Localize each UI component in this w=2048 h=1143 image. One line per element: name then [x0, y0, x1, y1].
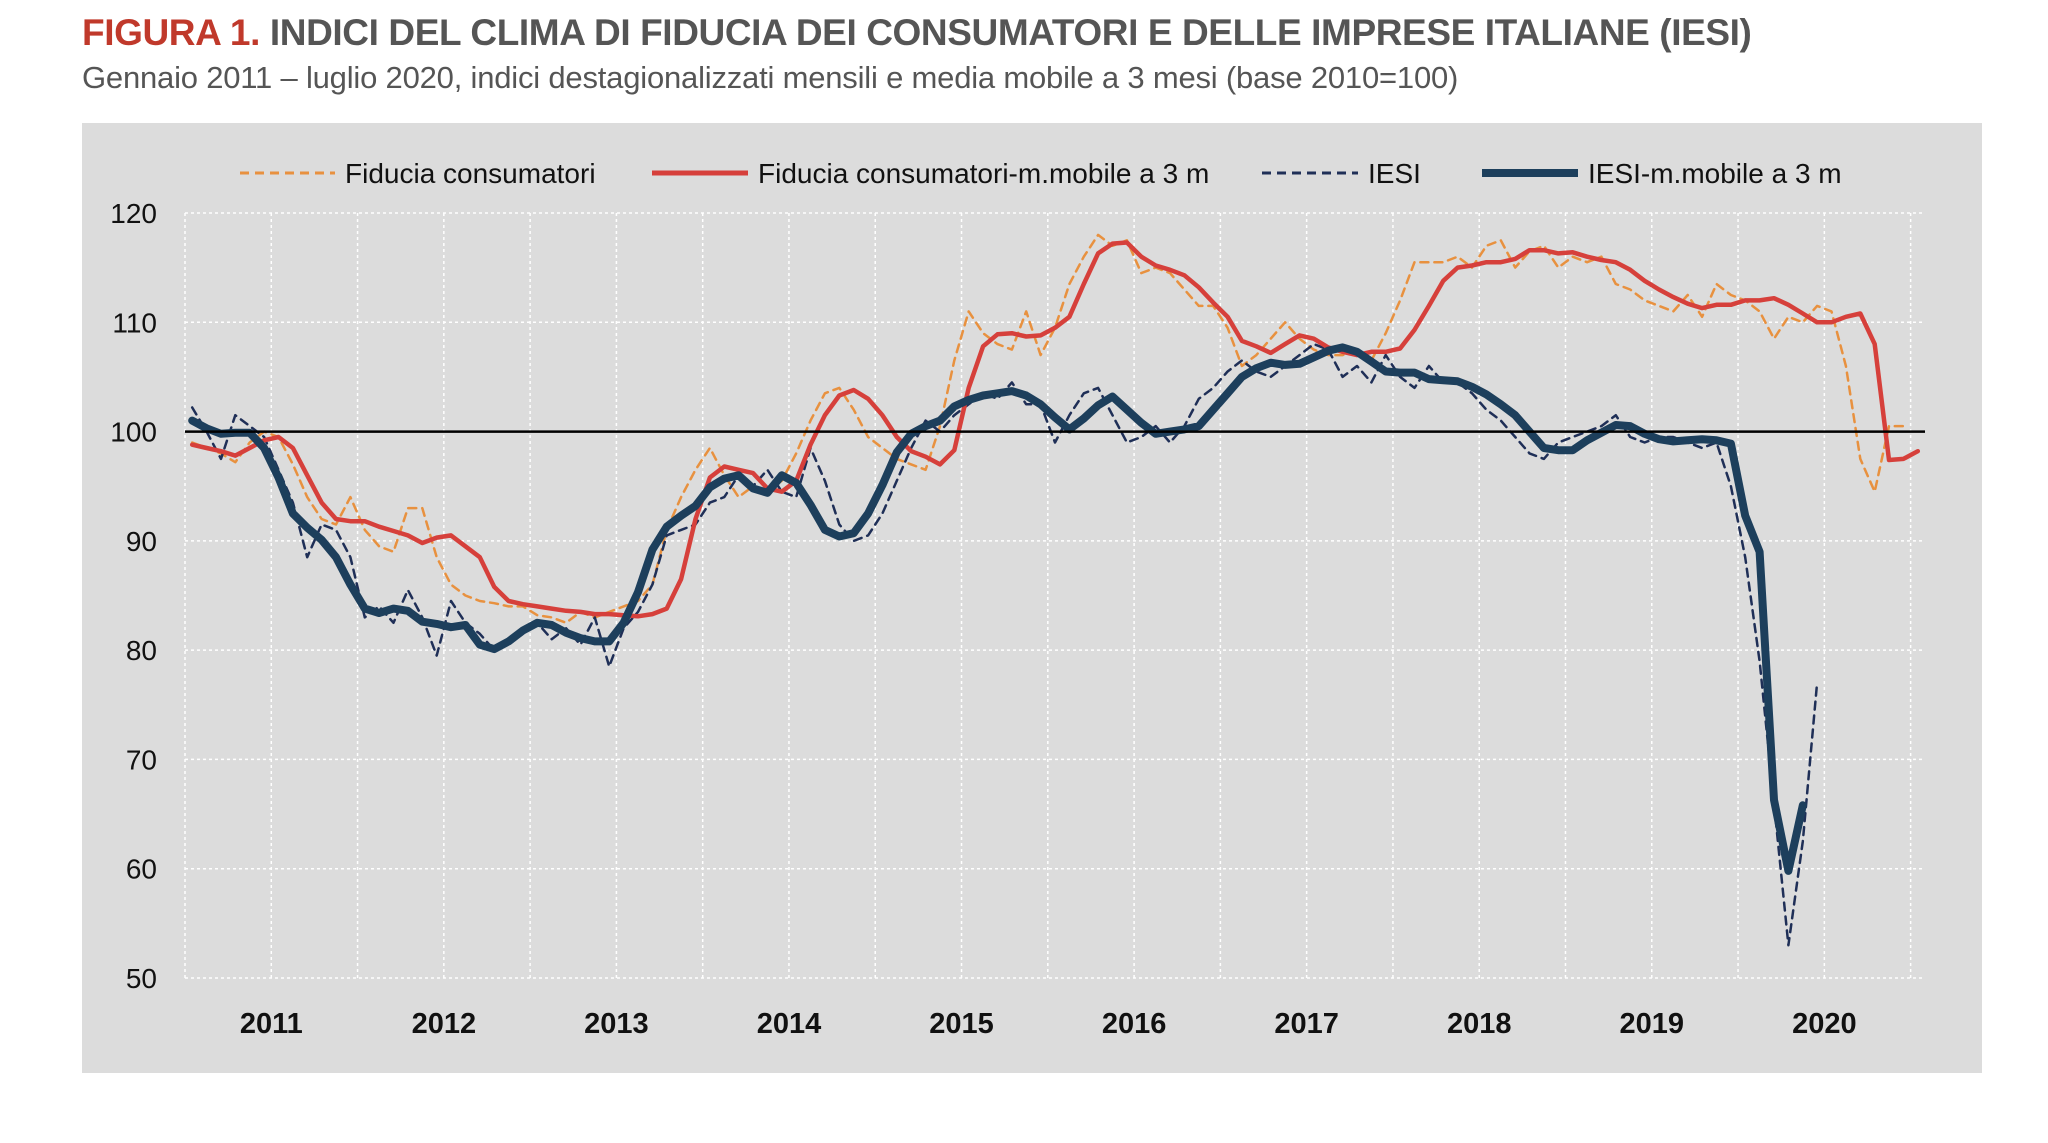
y-tick-label: 50	[126, 963, 157, 994]
figure-label: FIGURA 1.	[82, 12, 260, 53]
chart-panel: Fiducia consumatori Fiducia consumatori-…	[82, 123, 1982, 1073]
x-tick-label: 2014	[757, 1008, 822, 1040]
y-tick-label: 100	[110, 417, 157, 448]
legend: Fiducia consumatori Fiducia consumatori-…	[240, 158, 1842, 189]
series-line-fiducia-consumatori-mm	[189, 240, 1921, 619]
x-tick-label: 2018	[1447, 1008, 1512, 1040]
legend-label-fiducia-consumatori: Fiducia consumatori	[345, 158, 596, 189]
y-tick-label: 80	[126, 635, 157, 666]
y-gridlines	[185, 212, 1925, 979]
legend-label-fiducia-consumatori-mm: Fiducia consumatori-m.mobile a 3 m	[758, 158, 1209, 189]
legend-label-iesi-mm: IESI-m.mobile a 3 m	[1588, 158, 1842, 189]
line-chart: Fiducia consumatori Fiducia consumatori-…	[110, 158, 1925, 1040]
x-tick-label: 2011	[240, 1008, 303, 1040]
title-text: INDICI DEL CLIMA DI FIDUCIA DEI CONSUMAT…	[269, 12, 1752, 53]
y-tick-label: 90	[126, 526, 157, 557]
y-tick-label: 60	[126, 854, 157, 885]
series-line-iesi-mm	[188, 343, 1807, 875]
y-tick-label: 110	[112, 307, 157, 338]
x-tick-label: 2013	[584, 1008, 649, 1040]
x-axis-ticks: 2011 2012 2013 2014 2015 2016 2017 2018 2019 2020	[240, 1008, 1857, 1040]
x-tick-label: 2015	[929, 1008, 994, 1040]
legend-label-iesi: IESI	[1368, 158, 1421, 189]
y-tick-label: 120	[110, 198, 157, 229]
x-tick-label: 2019	[1620, 1008, 1685, 1040]
chart-title: FIGURA 1. INDICI DEL CLIMA DI FIDUCIA DE…	[82, 12, 1752, 54]
x-tick-label: 2020	[1792, 1008, 1857, 1040]
x-gridlines	[184, 213, 1912, 978]
x-tick-label: 2012	[412, 1008, 477, 1040]
series-line-iesi	[190, 342, 1819, 947]
y-tick-label: 70	[126, 744, 157, 775]
chart-subtitle: Gennaio 2011 – luglio 2020, indici desta…	[82, 60, 1459, 95]
y-axis-ticks: 50 60 70 80 90 100 110 120	[110, 198, 157, 994]
series-line-fiducia-consumatori	[190, 233, 1905, 625]
x-tick-label: 2016	[1102, 1008, 1167, 1040]
series-lines	[188, 233, 1921, 947]
x-tick-label: 2017	[1274, 1008, 1339, 1040]
